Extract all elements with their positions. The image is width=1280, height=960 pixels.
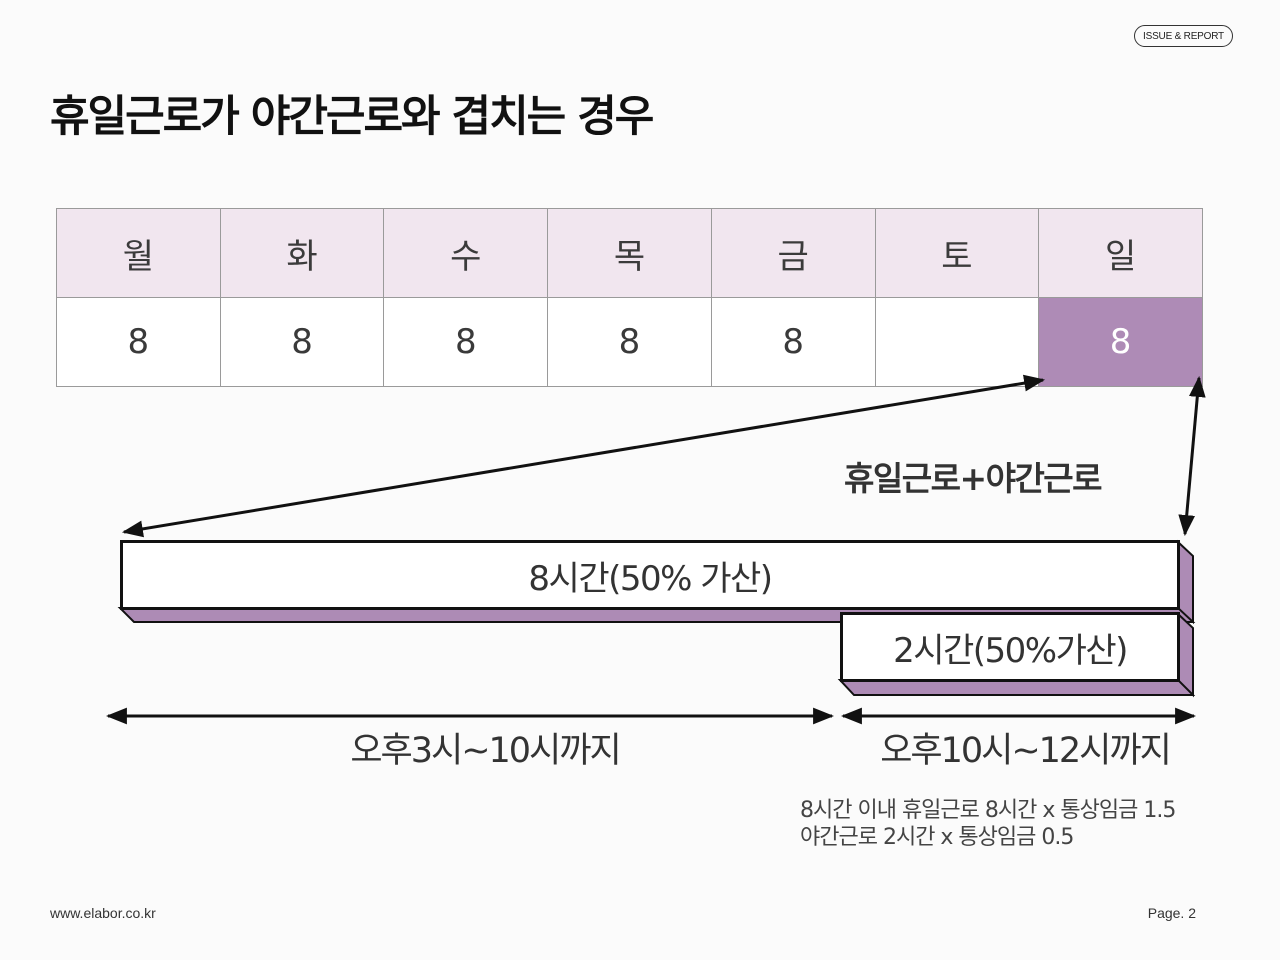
- hours-cell-thu: 8: [547, 297, 712, 387]
- day-cell-mon: 월: [56, 208, 221, 298]
- hours-cell-wed: 8: [383, 297, 549, 387]
- bar-2h-shadow: [837, 679, 1196, 696]
- day-cell-thu: 목: [547, 208, 712, 298]
- hours-row: 8 8 8 8 8 8: [56, 297, 1203, 387]
- hours-cell-sat: [874, 297, 1040, 387]
- calc-note-1: 8시간 이내 휴일근로 8시간 x 통상임금 1.5: [800, 798, 1176, 823]
- time-range-label-1: 오후3시~10시까지: [350, 731, 621, 771]
- issue-report-badge: ISSUE & REPORT: [1134, 25, 1233, 47]
- day-cell-fri: 금: [710, 208, 876, 298]
- bar-8-hours: 8시간(50% 가산): [120, 540, 1180, 610]
- hours-cell-mon: 8: [56, 297, 221, 387]
- hours-cell-tue: 8: [219, 297, 385, 387]
- bar-2h-side: [1177, 611, 1194, 698]
- weekday-hours-table: 월 화 수 목 금 토 일 8 8 8 8 8 8: [56, 208, 1203, 387]
- page-title: 휴일근로가 야간근로와 겹치는 경우: [50, 92, 654, 142]
- pointer-arrow-left: [121, 374, 1046, 538]
- day-cell-tue: 화: [219, 208, 385, 298]
- footer-url: www.elabor.co.kr: [50, 905, 156, 921]
- bar-2-hours-label: 2시간(50%가산): [893, 630, 1128, 671]
- time-range-label-2: 오후10시~12시까지: [880, 731, 1172, 771]
- hours-cell-sun-highlighted: 8: [1038, 297, 1203, 387]
- bar-8h-side: [1177, 539, 1194, 625]
- weekday-header-row: 월 화 수 목 금 토 일: [56, 208, 1203, 298]
- day-cell-sun: 일: [1038, 208, 1203, 298]
- calc-note-2: 야간근로 2시간 x 통상임금 0.5: [800, 825, 1074, 850]
- day-cell-wed: 수: [383, 208, 549, 298]
- hours-cell-fri: 8: [710, 297, 876, 387]
- page-number: Page. 2: [1147, 905, 1196, 921]
- bar-2-hours: 2시간(50%가산): [840, 612, 1180, 682]
- pointer-arrow-right: [1178, 375, 1206, 537]
- holiday-night-work-label: 휴일근로+야간근로: [844, 459, 1103, 498]
- bar-8-hours-label: 8시간(50% 가산): [528, 558, 773, 599]
